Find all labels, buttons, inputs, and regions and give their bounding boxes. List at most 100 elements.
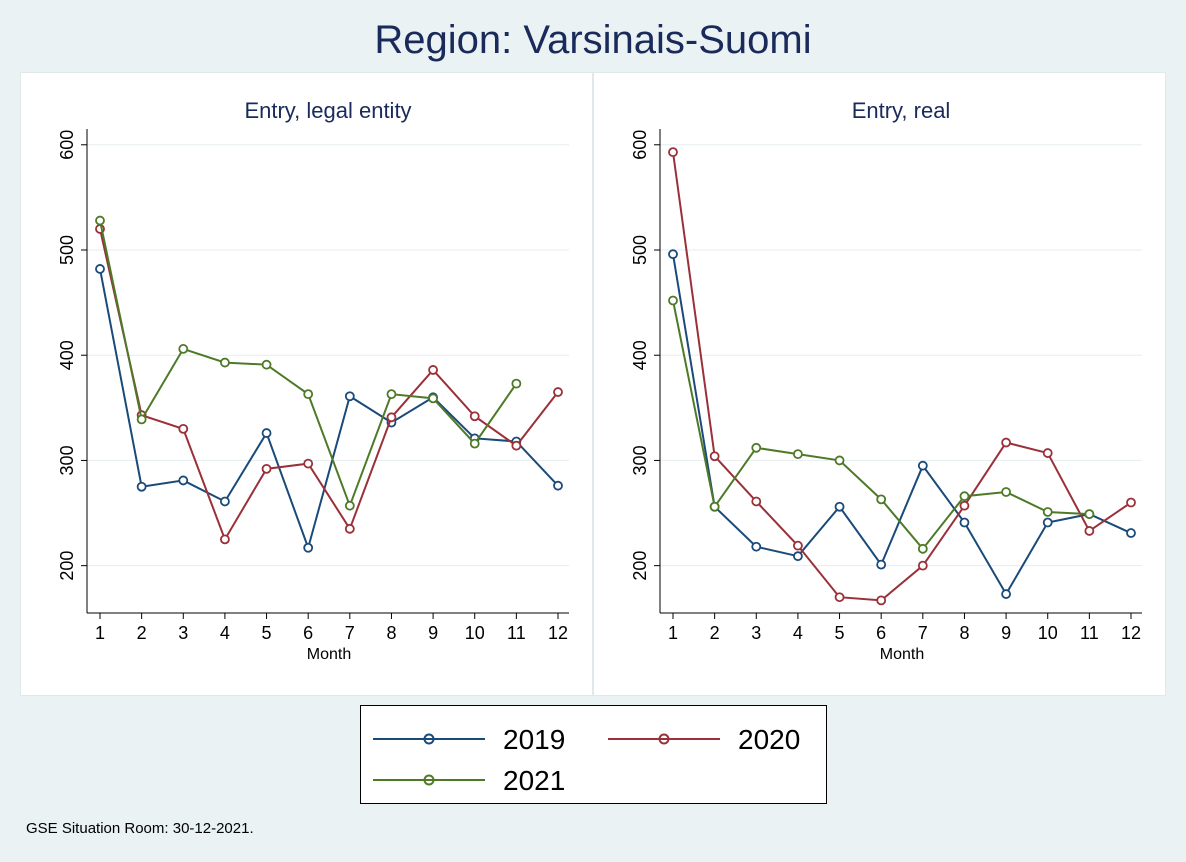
x-tick-label: 4	[220, 623, 230, 643]
data-point-2021	[709, 501, 720, 512]
data-point-2019	[220, 496, 230, 507]
data-point-2021	[1042, 507, 1053, 517]
data-point-2020	[959, 500, 970, 511]
data-point-2021	[261, 359, 272, 370]
data-point-2021	[959, 491, 970, 502]
legend-marker-2021	[373, 774, 485, 786]
x-tick-label: 5	[835, 623, 845, 643]
chart-title: Entry, legal entity	[244, 98, 411, 123]
data-point-2020	[751, 496, 762, 507]
x-tick-label: 12	[548, 623, 568, 643]
data-point-2021	[1084, 509, 1095, 519]
data-point-2021	[751, 442, 762, 453]
x-tick-label: 3	[178, 623, 188, 643]
data-point-2019	[303, 542, 314, 553]
data-point-2019	[834, 501, 845, 512]
x-tick-label: 1	[668, 623, 678, 643]
x-tick-label: 2	[137, 623, 147, 643]
x-tick-label: 8	[386, 623, 396, 643]
data-point-2021	[834, 455, 845, 466]
data-point-2019	[751, 541, 762, 552]
data-point-2021	[668, 295, 678, 306]
data-point-2021	[95, 215, 105, 226]
data-point-2019	[1042, 517, 1053, 528]
legend-circle-2019	[423, 733, 435, 745]
data-point-2021	[386, 389, 397, 400]
y-tick-label: 500	[57, 235, 77, 265]
data-point-2019	[95, 264, 105, 274]
data-point-2019	[917, 460, 928, 471]
data-point-2021	[220, 357, 230, 368]
data-point-2020	[876, 595, 887, 606]
series-line-2020	[99, 228, 559, 542]
data-point-2021	[136, 414, 147, 425]
data-point-2019	[876, 559, 887, 570]
footnote: GSE Situation Room: 30-12-2021.	[26, 820, 254, 837]
data-point-2020	[1001, 437, 1011, 448]
y-tick-label: 300	[57, 445, 77, 475]
data-point-2021	[793, 449, 803, 460]
data-point-2020	[469, 411, 480, 422]
data-point-2020	[261, 463, 272, 474]
x-tick-label: 4	[793, 623, 803, 643]
x-tick-label: 5	[262, 623, 272, 643]
y-tick-label: 400	[57, 340, 77, 370]
data-point-2020	[709, 451, 720, 462]
data-point-2021	[469, 438, 480, 449]
x-axis-label: Month	[880, 646, 924, 663]
y-tick-label: 200	[630, 551, 650, 581]
x-tick-label: 10	[1038, 623, 1058, 643]
x-tick-label: 6	[303, 623, 313, 643]
data-point-2020	[303, 458, 314, 469]
data-point-2020	[1042, 448, 1053, 458]
data-point-2020	[344, 523, 355, 534]
y-tick-label: 500	[630, 235, 650, 265]
legend-marker-2020	[608, 733, 720, 745]
legend: 2019 2020 2021	[360, 705, 827, 804]
legend-circle-2020	[658, 733, 670, 745]
x-tick-label: 11	[1080, 623, 1099, 643]
x-tick-label: 9	[1001, 623, 1011, 643]
data-point-2021	[876, 494, 887, 505]
data-point-2021	[1001, 487, 1011, 497]
data-point-2020	[178, 423, 189, 434]
x-tick-label: 8	[959, 623, 969, 643]
legend-label-2021: 2021	[503, 765, 566, 796]
data-point-2020	[511, 440, 522, 451]
x-tick-label: 7	[345, 623, 355, 643]
page-title: Region: Varsinais-Suomi	[374, 18, 812, 62]
y-tick-label: 300	[630, 445, 650, 475]
series-line-2019	[99, 268, 559, 552]
data-point-2019	[793, 551, 803, 562]
y-tick-label: 600	[57, 130, 77, 160]
series-line-2021	[672, 300, 1090, 551]
data-point-2020	[834, 592, 845, 603]
data-point-2021	[303, 389, 314, 400]
data-point-2020	[553, 387, 563, 397]
data-point-2019	[553, 480, 563, 491]
data-point-2020	[386, 412, 397, 423]
x-tick-label: 11	[507, 623, 526, 643]
legend-marker-2019	[373, 733, 485, 745]
data-point-2020	[668, 147, 678, 158]
chart-panel-real: Entry, real 200 300 400 500 600 1 2 3 4 5 6 7 8 9 10 11 1…	[593, 72, 1166, 696]
data-point-2020	[793, 540, 803, 551]
series-line-2020	[672, 152, 1132, 602]
x-axis-label: Month	[307, 646, 351, 663]
x-tick-label: 2	[710, 623, 720, 643]
x-tick-label: 9	[428, 623, 438, 643]
series-line-2019	[672, 254, 1132, 597]
data-point-2019	[344, 391, 355, 402]
chart-title: Entry, real	[852, 98, 951, 123]
y-tick-label: 600	[630, 130, 650, 160]
data-point-2021	[511, 378, 522, 389]
data-point-2020	[1084, 526, 1095, 536]
x-tick-label: 10	[465, 623, 485, 643]
x-tick-label: 3	[751, 623, 761, 643]
data-point-2019	[668, 249, 678, 260]
chart-panel-legal-entity: Entry, legal entity 200 300 400 500 600 1 2 3 4 5 6…	[20, 72, 593, 696]
data-point-2021	[178, 344, 189, 354]
x-tick-label: 7	[918, 623, 928, 643]
legend-circle-2021	[423, 774, 435, 786]
